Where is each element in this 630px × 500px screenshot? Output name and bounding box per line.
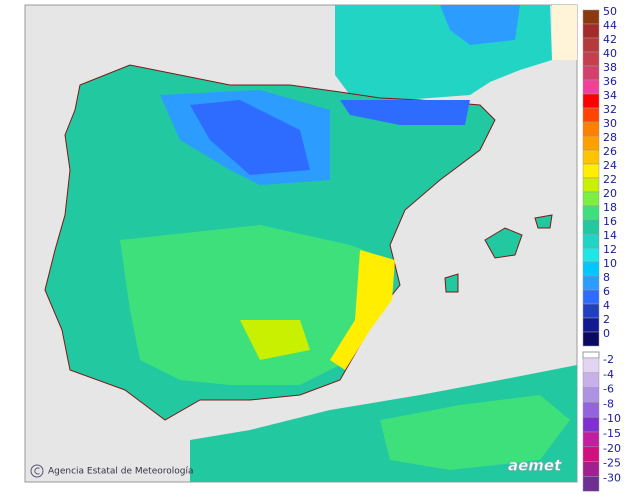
africa-warm	[380, 395, 570, 470]
legend-label: -10	[603, 412, 621, 425]
italy	[552, 5, 577, 60]
pyrenees	[340, 100, 470, 125]
legend-label: 6	[603, 285, 610, 298]
legend-label: -30	[603, 471, 621, 484]
legend-swatch	[582, 177, 600, 193]
legend-label: 8	[603, 271, 610, 284]
coast-warm	[330, 250, 395, 370]
legend-label: 28	[603, 131, 617, 144]
legend-label: -4	[603, 368, 614, 381]
legend-swatch	[582, 23, 600, 39]
legend-label: 44	[603, 19, 617, 32]
legend-label: -6	[603, 383, 614, 396]
legend-label: 18	[603, 201, 617, 214]
legend-swatch	[582, 219, 600, 235]
legend-label: 38	[603, 61, 617, 74]
legend-label: 14	[603, 229, 617, 242]
legend-label: 16	[603, 215, 617, 228]
legend-swatch	[582, 317, 600, 333]
legend-swatch	[582, 402, 600, 418]
ibiza	[444, 273, 459, 293]
legend-label: 22	[603, 173, 617, 186]
guadalquivir	[240, 320, 310, 360]
mallorca	[484, 227, 523, 259]
legend-swatch	[582, 107, 600, 123]
menorca	[534, 214, 553, 229]
legend-label: -20	[603, 442, 621, 455]
legend-label: 12	[603, 243, 617, 256]
legend-swatch	[582, 303, 600, 319]
legend-label: 32	[603, 103, 617, 116]
legend-swatch	[582, 416, 600, 433]
legend-swatch	[582, 93, 600, 109]
legend-label: -15	[603, 427, 621, 440]
legend-label: -25	[603, 457, 621, 470]
legend-label: -8	[603, 397, 614, 410]
legend-swatch	[582, 121, 600, 137]
legend-label: 2	[603, 313, 610, 326]
legend-swatch	[582, 372, 600, 388]
legend-label: 34	[603, 89, 617, 102]
legend-label: -2	[603, 353, 614, 366]
legend-label: 10	[603, 257, 617, 270]
legend-label: 26	[603, 145, 617, 158]
legend-swatch	[582, 79, 600, 95]
legend-swatch	[582, 289, 600, 305]
legend-swatch	[582, 149, 600, 165]
legend-swatch	[582, 331, 600, 347]
legend-label: 42	[603, 33, 617, 46]
legend-swatch	[582, 431, 600, 448]
legend-label: 30	[603, 117, 617, 130]
legend-swatch	[582, 51, 600, 67]
legend-label: 36	[603, 75, 617, 88]
legend-swatch	[582, 247, 600, 263]
legend-swatch	[582, 37, 600, 53]
legend-gap	[582, 351, 600, 359]
agency-name: Agencia Estatal de Meteorología	[48, 467, 194, 477]
legend-swatch	[582, 205, 600, 221]
legend-swatch	[582, 357, 600, 374]
legend-swatch	[582, 275, 600, 291]
legend-label: 24	[603, 159, 617, 172]
legend-swatch	[582, 191, 600, 207]
legend-swatch	[582, 446, 600, 462]
legend-label: 50	[603, 5, 617, 18]
legend-swatch	[582, 135, 600, 151]
legend-label: 4	[603, 299, 610, 312]
legend-label: 20	[603, 187, 617, 200]
legend-swatch	[582, 9, 600, 25]
legend-swatch	[582, 163, 600, 179]
copyright-icon	[30, 464, 44, 478]
south-warm	[120, 225, 390, 385]
legend-swatch	[582, 233, 600, 249]
legend-label: 0	[603, 327, 610, 340]
alps-cold	[440, 5, 520, 45]
legend-swatch	[582, 65, 600, 81]
cold-core	[190, 100, 310, 175]
legend-swatch	[582, 461, 600, 477]
legend-swatch	[582, 261, 600, 277]
legend-swatch	[582, 476, 600, 492]
logo: aemet	[508, 457, 562, 475]
legend-swatch	[582, 387, 600, 403]
legend-label: 40	[603, 47, 617, 60]
